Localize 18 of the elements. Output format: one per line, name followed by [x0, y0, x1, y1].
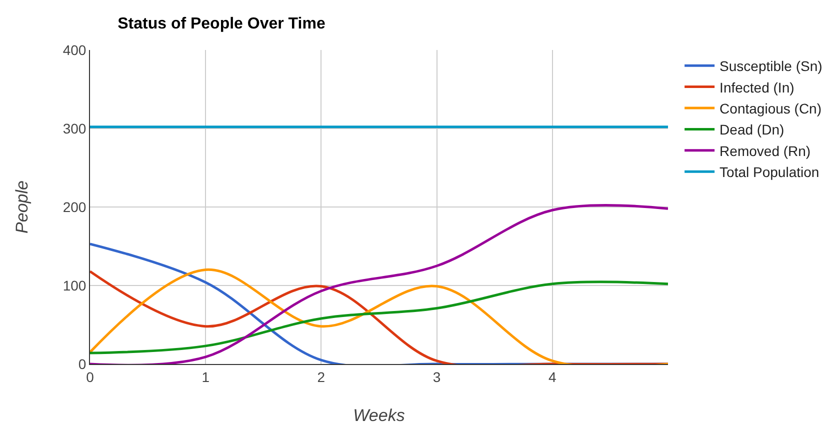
x-tick-label: 2 — [317, 368, 326, 385]
legend-label: Dead (Dn) — [720, 122, 784, 138]
x-tick-label: 4 — [548, 368, 556, 385]
legend-label: Infected (In) — [720, 79, 794, 96]
chart-title: Status of People Over Time — [118, 16, 326, 33]
legend-label: Removed (Rn) — [720, 142, 811, 159]
legend-label: Total Population — [720, 164, 820, 180]
x-tick-label: 1 — [202, 368, 210, 385]
y-tick-label: 300 — [62, 120, 86, 136]
y-axis-title: People — [12, 180, 32, 234]
y-tick-label: 100 — [62, 277, 86, 294]
legend-label: Contagious (Cn) — [720, 100, 822, 116]
y-tick-label: 0 — [78, 356, 86, 372]
x-axis-title: Weeks — [353, 406, 406, 426]
y-tick-label: 200 — [62, 198, 86, 215]
legend-label: Susceptible (Sn) — [720, 58, 822, 74]
y-tick-label: 400 — [62, 42, 86, 58]
x-tick-label: 3 — [432, 368, 441, 385]
